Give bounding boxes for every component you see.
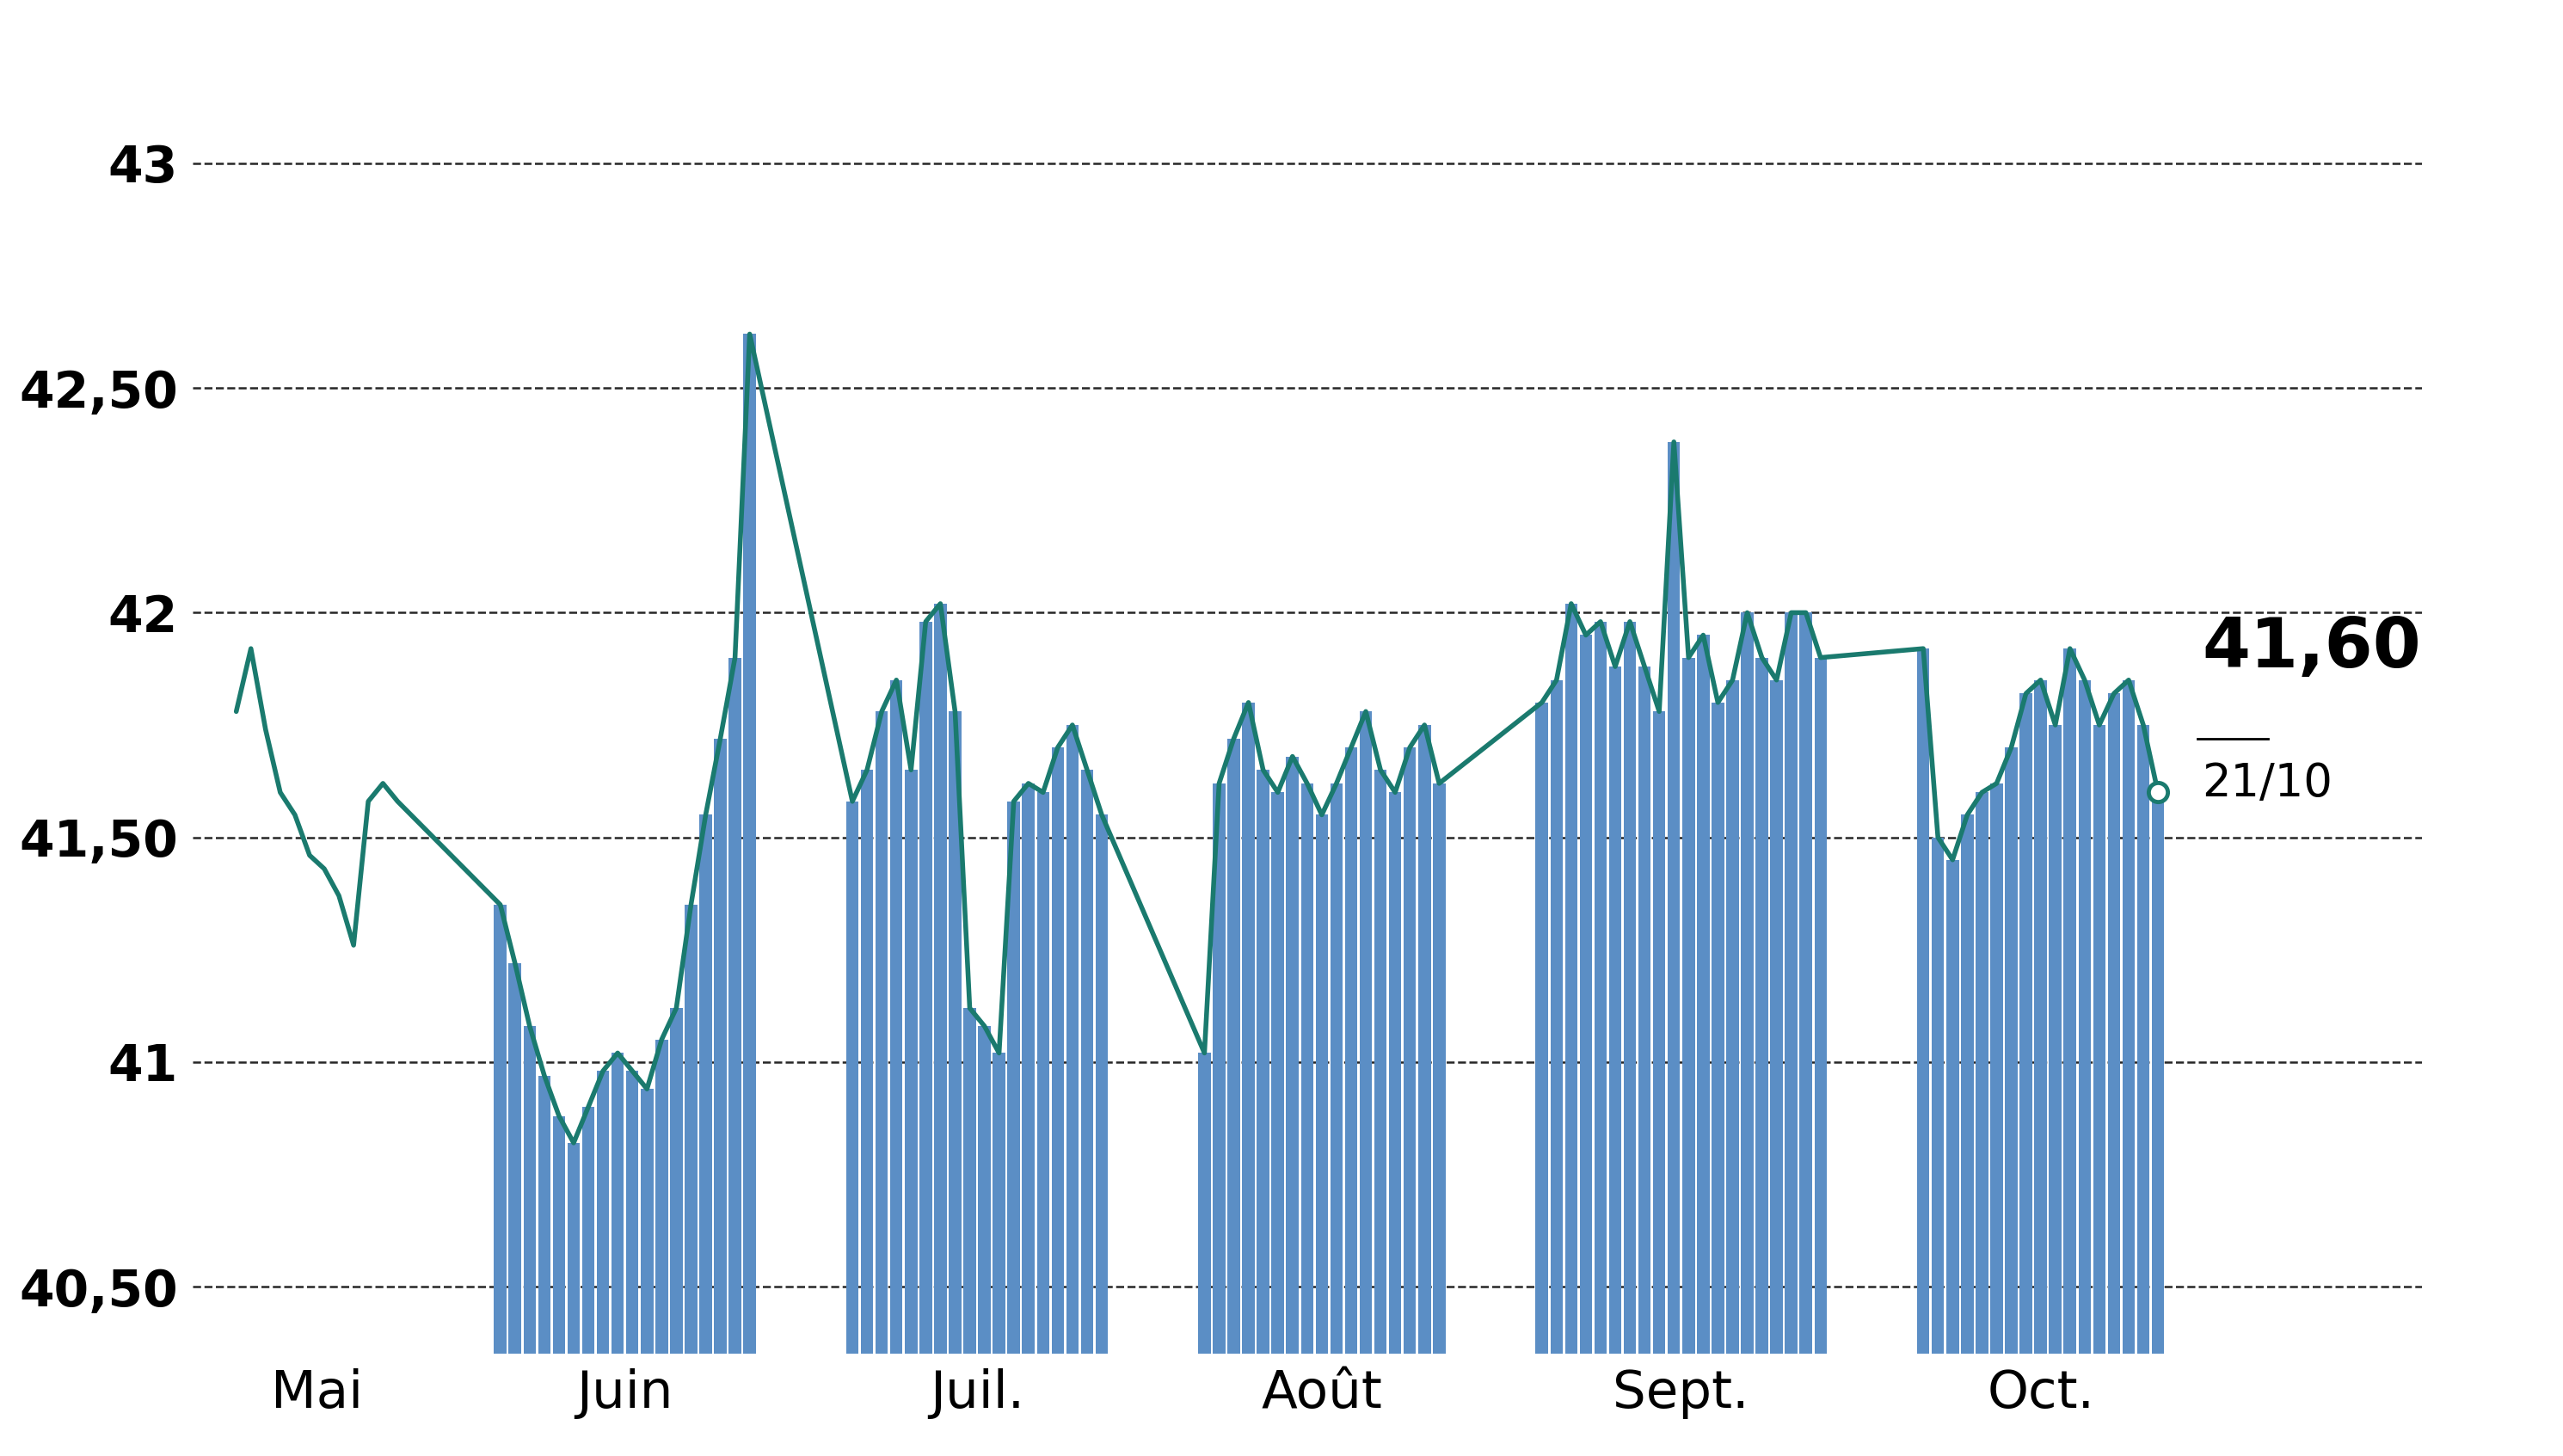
Bar xyxy=(889,680,902,1354)
Text: 41,60: 41,60 xyxy=(2202,614,2422,683)
Bar xyxy=(1669,443,1681,1354)
Bar xyxy=(2153,792,2163,1354)
Bar xyxy=(1346,747,1358,1354)
Bar xyxy=(669,1008,682,1354)
Bar xyxy=(1697,635,1710,1354)
Bar xyxy=(1976,792,1989,1354)
Bar xyxy=(1933,837,1945,1354)
Bar xyxy=(2122,680,2135,1354)
Bar xyxy=(1199,1053,1210,1354)
Bar xyxy=(1740,613,1753,1354)
Bar xyxy=(992,1053,1005,1354)
Bar xyxy=(979,1026,992,1354)
Bar xyxy=(1271,792,1284,1354)
Bar xyxy=(641,1089,654,1354)
Bar xyxy=(1212,783,1225,1354)
Bar xyxy=(1712,703,1725,1354)
Bar xyxy=(2079,680,2091,1354)
Bar xyxy=(538,1076,551,1354)
Bar xyxy=(1228,738,1240,1354)
Bar xyxy=(1961,815,1974,1354)
Bar xyxy=(625,1072,638,1354)
Bar xyxy=(1417,725,1430,1354)
Bar xyxy=(877,712,887,1354)
Bar xyxy=(1945,860,1958,1354)
Bar xyxy=(948,712,961,1354)
Bar xyxy=(2035,680,2048,1354)
Bar xyxy=(1610,667,1622,1354)
Bar xyxy=(1622,622,1635,1354)
Bar xyxy=(1256,770,1269,1354)
Bar xyxy=(495,904,507,1354)
Bar xyxy=(1579,635,1592,1354)
Bar xyxy=(1066,725,1079,1354)
Bar xyxy=(2048,725,2061,1354)
Bar xyxy=(861,770,874,1354)
Bar xyxy=(1082,770,1094,1354)
Bar xyxy=(700,815,713,1354)
Bar xyxy=(2094,725,2107,1354)
Bar xyxy=(933,604,946,1354)
Bar xyxy=(1756,658,1768,1354)
Bar xyxy=(2020,693,2032,1354)
Bar xyxy=(715,738,725,1354)
Bar xyxy=(1094,815,1107,1354)
Bar xyxy=(2004,747,2017,1354)
Bar xyxy=(2063,648,2076,1354)
Bar xyxy=(507,964,520,1354)
Bar xyxy=(1638,667,1651,1354)
Bar xyxy=(597,1072,610,1354)
Bar xyxy=(1405,747,1415,1354)
Text: 21/10: 21/10 xyxy=(2202,761,2332,805)
Bar xyxy=(964,1008,977,1354)
Bar xyxy=(1535,703,1548,1354)
Bar xyxy=(1681,658,1694,1354)
Bar xyxy=(1007,801,1020,1354)
Bar xyxy=(1302,783,1312,1354)
Bar xyxy=(554,1115,566,1354)
Bar xyxy=(1771,680,1784,1354)
Bar xyxy=(1991,783,2002,1354)
Bar xyxy=(1389,792,1402,1354)
Bar xyxy=(920,622,933,1354)
Bar xyxy=(1038,792,1048,1354)
Bar xyxy=(1358,712,1371,1354)
Bar xyxy=(743,333,756,1354)
Text: Biotest AG: Biotest AG xyxy=(997,19,1566,111)
Bar xyxy=(523,1026,536,1354)
Bar xyxy=(684,904,697,1354)
Bar xyxy=(1433,783,1446,1354)
Bar xyxy=(1243,703,1256,1354)
Bar xyxy=(1023,783,1035,1354)
Bar xyxy=(1374,770,1387,1354)
Bar xyxy=(905,770,918,1354)
Bar xyxy=(1799,613,1812,1354)
Bar xyxy=(2138,725,2150,1354)
Bar xyxy=(566,1143,579,1354)
Bar xyxy=(1551,680,1563,1354)
Bar xyxy=(1784,613,1797,1354)
Bar xyxy=(1287,757,1299,1354)
Bar xyxy=(1330,783,1343,1354)
Bar xyxy=(846,801,859,1354)
Bar xyxy=(1315,815,1328,1354)
Bar xyxy=(1566,604,1576,1354)
Bar xyxy=(1917,648,1930,1354)
Bar xyxy=(1815,658,1827,1354)
Bar xyxy=(582,1107,595,1354)
Bar xyxy=(1051,747,1064,1354)
Bar xyxy=(1653,712,1666,1354)
Bar xyxy=(1727,680,1738,1354)
Bar xyxy=(613,1053,623,1354)
Bar xyxy=(656,1040,669,1354)
Bar xyxy=(1594,622,1607,1354)
Bar xyxy=(2107,693,2120,1354)
Bar xyxy=(728,658,741,1354)
